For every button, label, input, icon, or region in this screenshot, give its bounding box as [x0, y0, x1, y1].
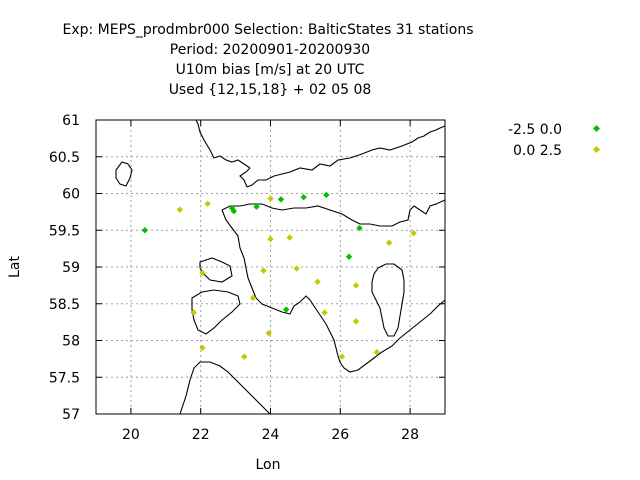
title-line-3: U10m bias [m/s] at 20 UTC — [176, 62, 365, 78]
station-point-positive-bias — [199, 269, 206, 277]
station-point-positive-bias — [199, 344, 206, 352]
x-tick-label: 22 — [192, 427, 210, 443]
station-point-negative-bias — [345, 253, 353, 260]
y-tick-label: 59 — [62, 260, 80, 276]
x-tick-label: 24 — [262, 427, 280, 443]
y-tick-label: 61 — [62, 113, 80, 129]
x-tick-label: 26 — [331, 427, 349, 443]
chart-title-block: Exp: MEPS_prodmbr000 Selection: BalticSt… — [62, 22, 473, 98]
station-point-positive-bias — [321, 309, 328, 316]
station-point-positive-bias — [373, 349, 381, 356]
station-point-positive-bias — [410, 229, 417, 237]
y-tick-label: 57 — [62, 407, 80, 423]
legend-marker-negative — [592, 124, 601, 133]
station-point-positive-bias — [286, 234, 293, 241]
station-point-positive-bias — [260, 267, 267, 274]
legend-label-positive: 0.0 2.5 — [513, 143, 562, 159]
station-point-positive-bias — [190, 309, 197, 316]
title-line-2: Period: 20200901-20200930 — [170, 42, 370, 58]
y-tick-label: 57.5 — [49, 370, 80, 386]
station-point-negative-bias — [277, 196, 285, 203]
axes-frame — [95, 119, 446, 415]
data-points — [141, 191, 417, 360]
station-point-positive-bias — [249, 294, 257, 302]
station-point-positive-bias — [176, 206, 183, 213]
station-point-positive-bias — [338, 353, 346, 360]
y-tick-label: 58 — [62, 334, 80, 350]
y-tick-label: 60.5 — [49, 150, 80, 166]
station-point-positive-bias — [293, 265, 300, 272]
station-point-positive-bias — [265, 329, 272, 337]
y-tick-label: 60 — [62, 187, 80, 203]
station-point-negative-bias — [323, 191, 330, 199]
station-point-positive-bias — [352, 282, 360, 289]
station-point-negative-bias — [283, 306, 290, 313]
title-line-1: Exp: MEPS_prodmbr000 Selection: BalticSt… — [62, 22, 473, 38]
y-tick-label: 58.5 — [49, 297, 80, 313]
x-axis-label: Lon — [256, 457, 281, 473]
station-point-negative-bias — [356, 224, 363, 232]
station-point-positive-bias — [204, 200, 211, 207]
y-tick-label: 59.5 — [49, 223, 80, 239]
station-point-positive-bias — [385, 239, 393, 246]
station-point-positive-bias — [314, 278, 321, 285]
station-point-negative-bias — [141, 227, 149, 234]
x-tick-label: 20 — [122, 427, 140, 443]
station-point-negative-bias — [230, 207, 238, 215]
legend-label-negative: -2.5 0.0 — [508, 122, 562, 138]
station-point-positive-bias — [352, 318, 360, 325]
title-line-4: Used {12,15,18} + 02 05 08 — [169, 82, 372, 98]
station-point-negative-bias — [253, 203, 260, 210]
station-point-negative-bias — [300, 193, 307, 201]
station-point-positive-bias — [241, 353, 248, 360]
station-point-positive-bias — [267, 195, 274, 202]
legend-marker-positive — [592, 145, 601, 154]
legend: -2.5 0.0 0.0 2.5 — [508, 122, 601, 159]
station-point-positive-bias — [267, 235, 274, 243]
tick-labels: 20 22 24 26 28 57 57.5 58 58.5 59 59.5 60 60.5 61 — [49, 113, 419, 443]
x-tick-label: 28 — [401, 427, 419, 443]
grid-lines — [96, 119, 445, 415]
coastline-map — [115, 119, 446, 415]
y-axis-label: Lat — [7, 256, 23, 278]
